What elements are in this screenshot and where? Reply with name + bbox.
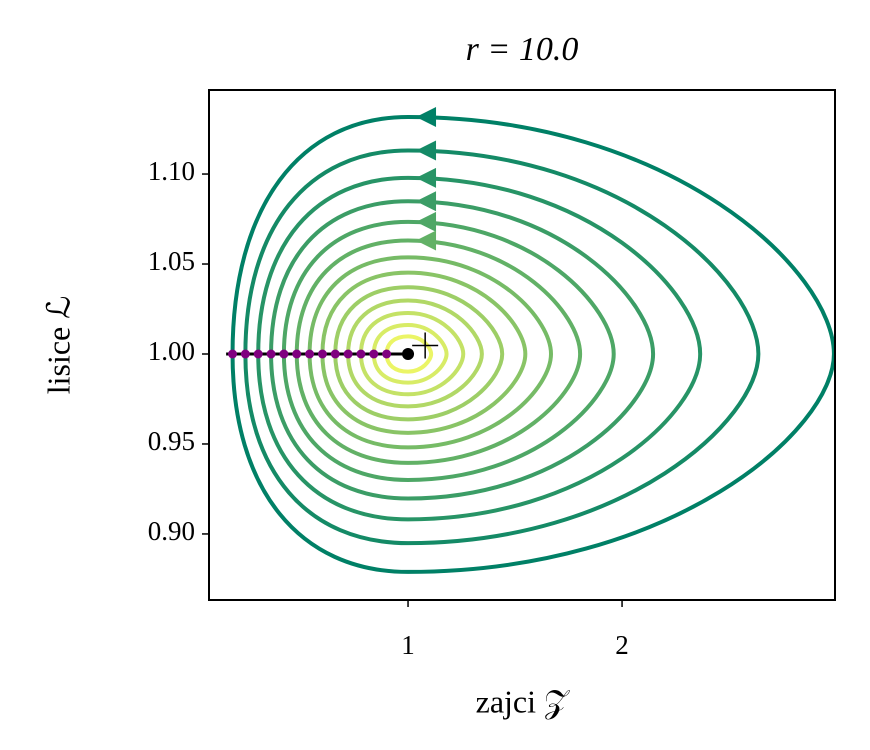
start-point	[266, 349, 276, 359]
orbit	[358, 310, 466, 397]
y-tick-label: 1.10	[148, 156, 195, 186]
orbit	[243, 148, 761, 546]
y-axis-label: lisice ℒ	[40, 296, 76, 395]
orbit	[333, 285, 505, 422]
start-point	[240, 349, 250, 359]
orbit	[384, 334, 434, 374]
direction-arrow	[416, 211, 437, 232]
direction-arrow	[416, 230, 437, 251]
x-tick-label: 1	[401, 630, 415, 660]
direction-arrow	[416, 140, 437, 161]
start-point	[343, 349, 353, 359]
orbit	[346, 298, 484, 409]
plot-frame	[208, 89, 836, 601]
y-tick-label: 0.90	[148, 516, 195, 546]
orbit	[320, 270, 528, 435]
cross-marker	[412, 332, 439, 359]
orbit	[269, 199, 656, 501]
start-point	[382, 349, 392, 359]
direction-arrow	[416, 167, 437, 188]
equilibrium-point	[402, 347, 415, 360]
x-axis-label: zajci 𝒵	[476, 683, 570, 719]
chart-title: r = 10.0	[466, 31, 579, 68]
orbit	[371, 323, 449, 385]
start-point	[330, 349, 340, 359]
orbit	[294, 238, 583, 465]
direction-arrow	[416, 191, 437, 212]
start-point	[228, 349, 238, 359]
start-point	[369, 349, 379, 359]
start-point	[253, 349, 263, 359]
start-point	[292, 349, 302, 359]
start-point	[305, 349, 315, 359]
orbit	[281, 219, 616, 482]
y-tick-label: 1.05	[148, 246, 195, 276]
start-point	[279, 349, 289, 359]
start-point	[356, 349, 366, 359]
direction-arrow	[416, 106, 437, 127]
start-point	[317, 349, 327, 359]
y-tick-label: 0.95	[148, 426, 195, 456]
y-tick-label: 1.00	[148, 336, 195, 366]
x-tick-label: 2	[615, 630, 629, 660]
orbit	[307, 255, 553, 450]
orbit	[256, 175, 703, 522]
orbit	[230, 114, 836, 574]
